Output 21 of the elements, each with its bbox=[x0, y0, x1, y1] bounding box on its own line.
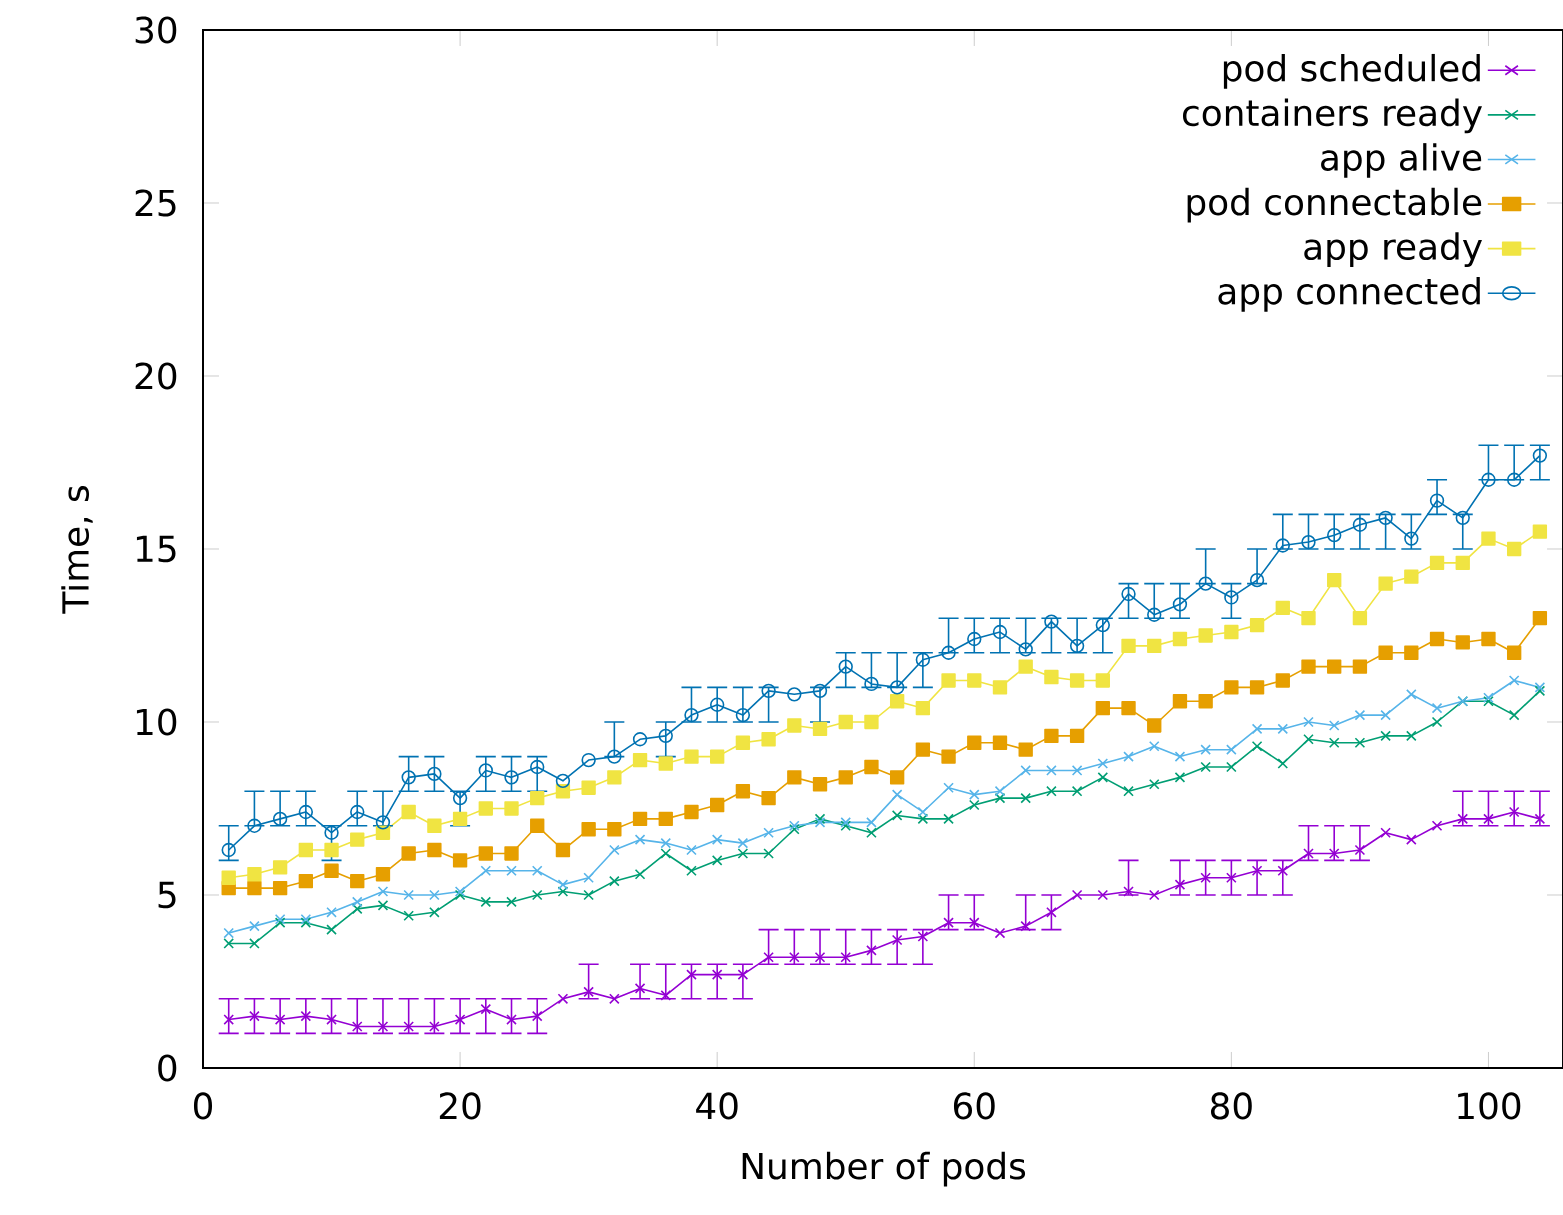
y-tick-label: 0 bbox=[158, 1054, 177, 1082]
legend-label: containers ready bbox=[1182, 98, 1482, 134]
y-tick-label: 25 bbox=[135, 189, 176, 217]
x-tick-label: 100 bbox=[1458, 1092, 1521, 1120]
x-tick-label: 40 bbox=[696, 1092, 738, 1120]
x-tick-label: 60 bbox=[953, 1092, 995, 1120]
legend-label: app connected bbox=[1218, 276, 1480, 312]
y-tick-label: 15 bbox=[136, 535, 176, 563]
y-tick-label: 5 bbox=[158, 881, 176, 909]
x-tick-label: 20 bbox=[439, 1092, 481, 1120]
x-tick-label: 0 bbox=[193, 1092, 213, 1120]
legend-label: app alive bbox=[1321, 143, 1482, 178]
legend-label: app ready bbox=[1304, 232, 1482, 268]
y-tick-label: 10 bbox=[136, 708, 177, 736]
legend-label: pod connectable bbox=[1187, 187, 1482, 223]
y-tick-label: 30 bbox=[135, 16, 177, 44]
legend-label: pod scheduled bbox=[1223, 53, 1480, 89]
x-axis-title: Number of pods bbox=[742, 1151, 1026, 1187]
y-tick-label: 20 bbox=[135, 362, 177, 390]
y-axis-title: Time, s bbox=[61, 486, 93, 614]
x-tick-label: 80 bbox=[1210, 1092, 1252, 1120]
